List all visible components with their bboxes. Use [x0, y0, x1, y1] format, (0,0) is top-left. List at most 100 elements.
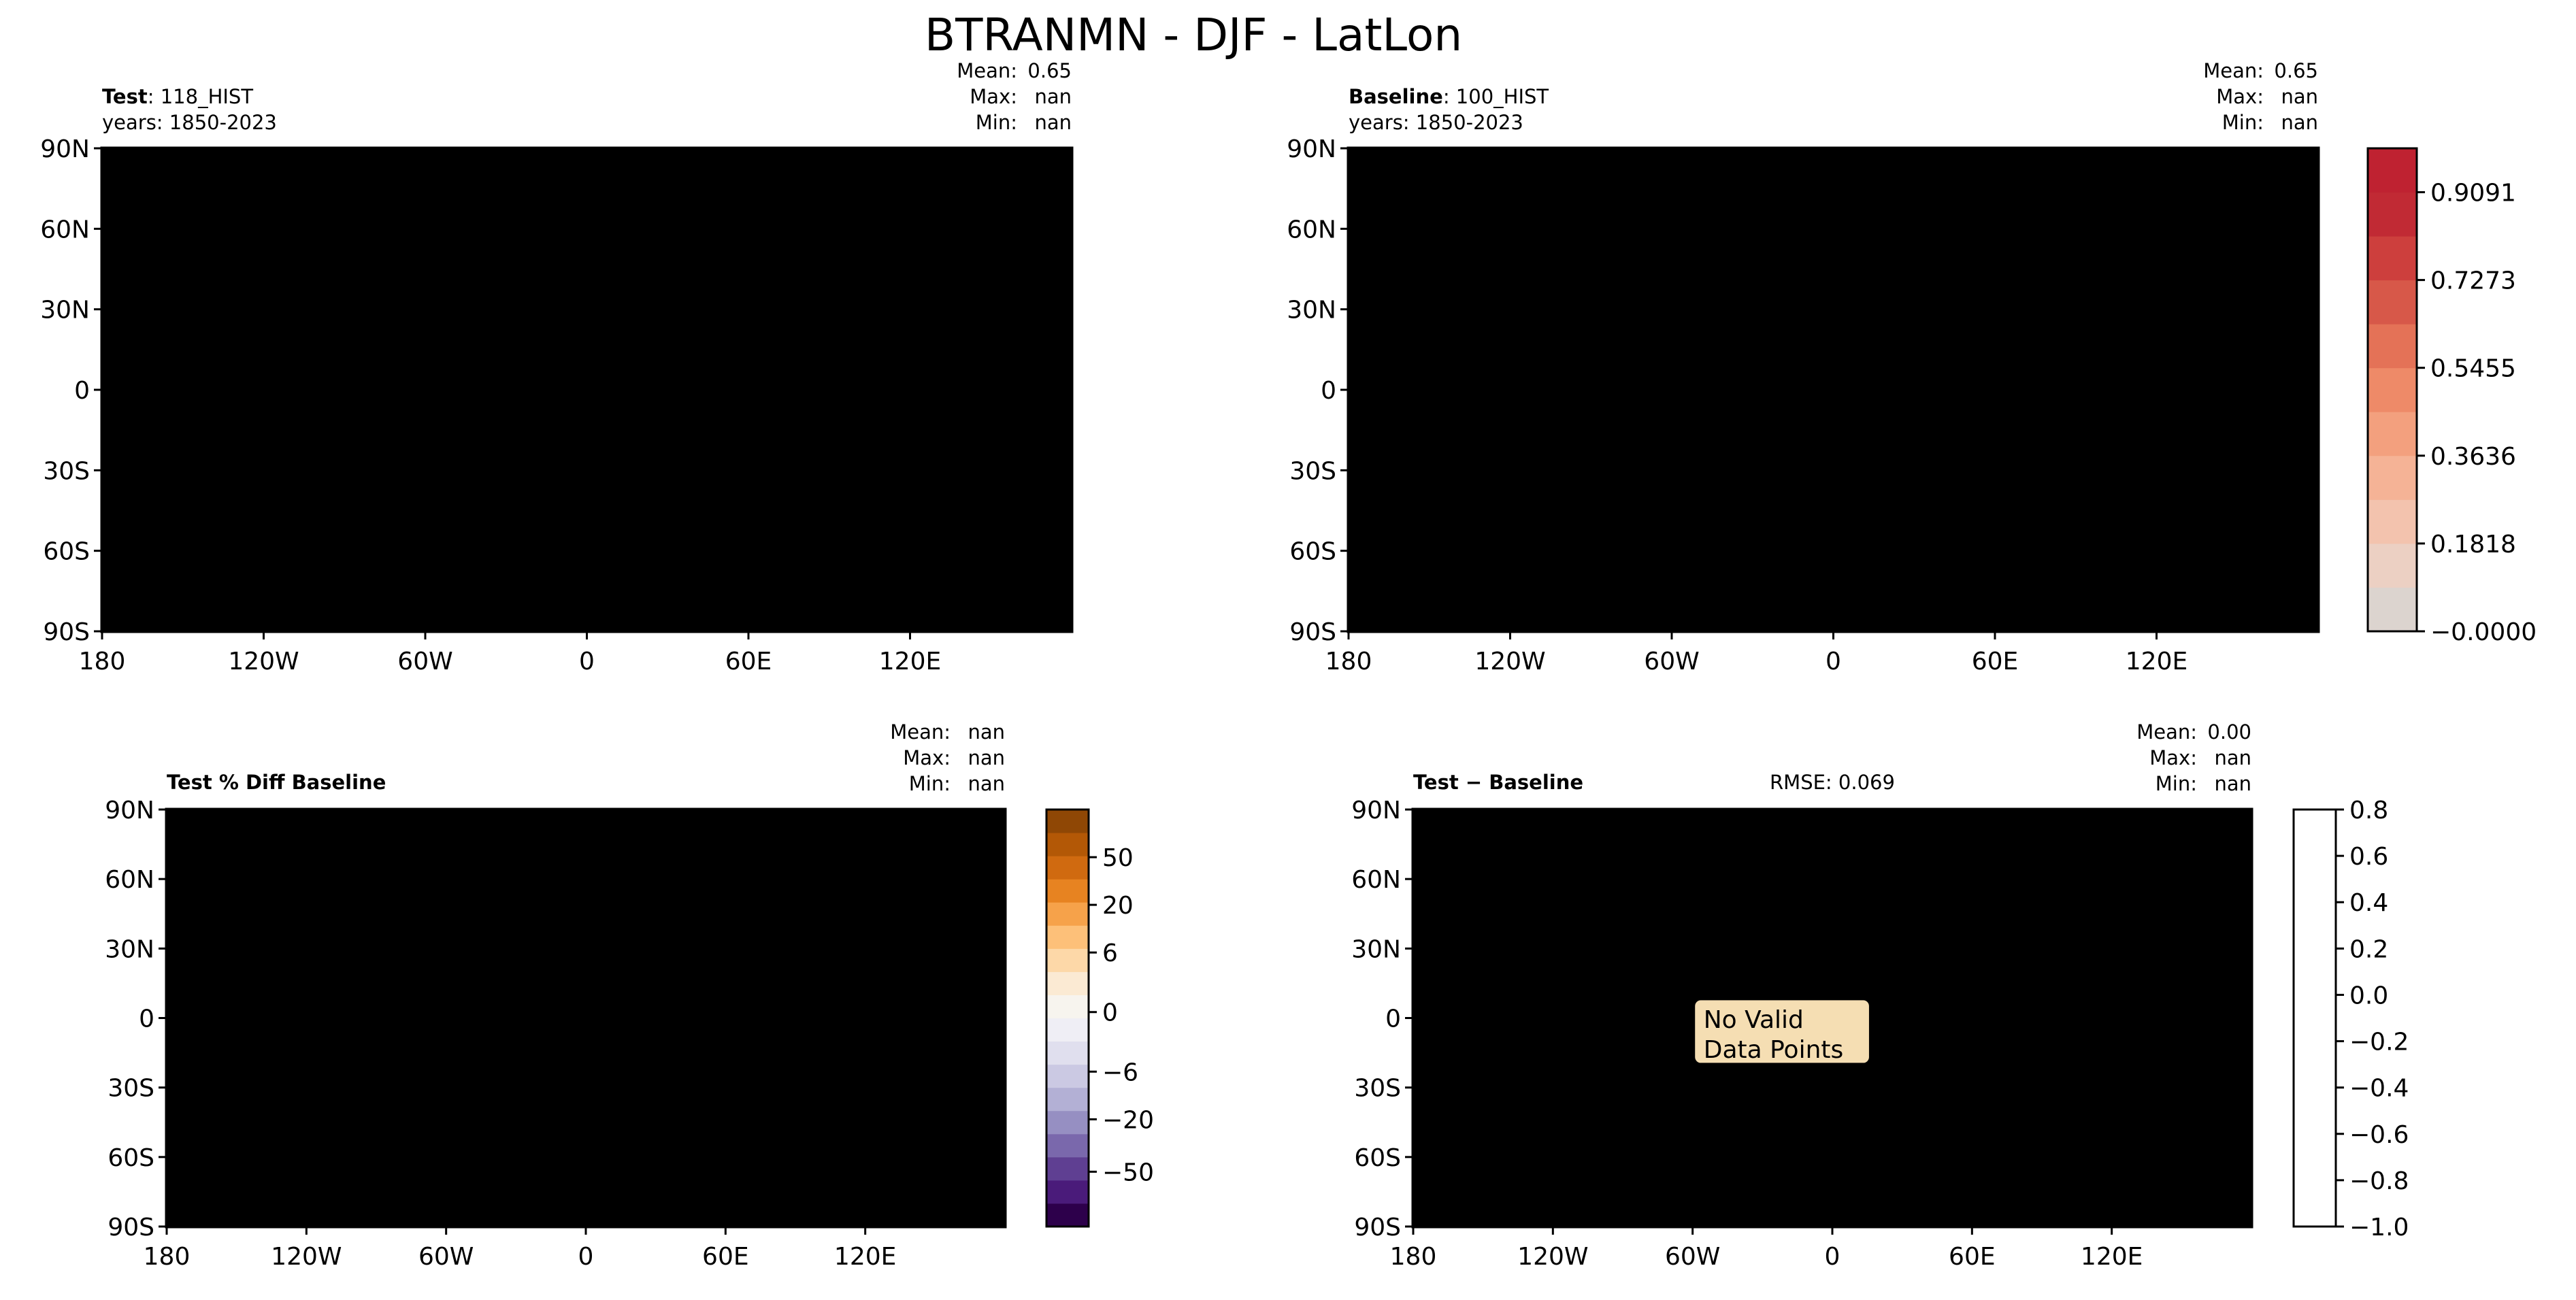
lon-tick-label: 0 — [1825, 1243, 1840, 1271]
colorbar-tick-label: −50 — [1102, 1159, 1154, 1186]
lat-tick-label: 30S — [43, 457, 90, 485]
rmse-label: RMSE: 0.069 — [1770, 771, 1895, 794]
lat-tick-label: 90N — [1287, 135, 1336, 163]
diff-panel-labels: Test − Baseline RMSE: 0.069 Mean: 0.00 Max: n… — [1413, 720, 2251, 1065]
lon-tick-label: 120W — [1517, 1243, 1588, 1271]
colorbar-tick-label: 0.7273 — [2430, 267, 2516, 295]
lat-tick-label: 30N — [105, 935, 154, 963]
colorbar-segment — [2368, 455, 2417, 500]
no-data-line2: Data Points — [1704, 1036, 1844, 1064]
colorbar-pctdiff: 50 20 6 0 −6 −20 −50 — [1045, 808, 1154, 1228]
colorbar-tick-label: 0 — [1102, 999, 1118, 1027]
stat-value: nan — [2214, 772, 2251, 795]
colorbar-tick-label: −20 — [1102, 1106, 1154, 1134]
panel-years: years: 1850-2023 — [1349, 111, 1523, 134]
colorbar-segment — [1046, 833, 1089, 856]
colorbar-segment — [2368, 412, 2417, 456]
colorbar-tick-label: 20 — [1102, 892, 1134, 920]
colorbar-segment — [1046, 1156, 1089, 1181]
colorbar-segment — [1046, 925, 1089, 949]
lon-tick-label: 120W — [228, 648, 299, 676]
lat-tick-label: 0 — [1321, 377, 1336, 405]
colorbar-segment — [1046, 1018, 1089, 1042]
lon-tick-label: 180 — [1390, 1243, 1437, 1271]
lon-tick-label: 120W — [1474, 648, 1545, 676]
stat-label: Min: — [976, 111, 1017, 134]
lat-tick-label: 30S — [108, 1075, 154, 1103]
stat-label: Max: — [970, 85, 1017, 108]
colorbar-segment — [1046, 902, 1089, 926]
lat-tick-label: 60N — [40, 216, 90, 244]
colorbar-segment — [2368, 236, 2417, 281]
colorbar-segment — [2368, 499, 2417, 544]
colorbar-segment — [1046, 1133, 1089, 1158]
lat-tick-label: 60N — [105, 866, 154, 894]
lon-tick-label: 120E — [2126, 648, 2187, 676]
stat-label: Mean: — [890, 720, 951, 744]
colorbar-tick-label: 0.2 — [2349, 935, 2388, 963]
lat-tick-label: 90N — [105, 797, 154, 824]
lat-tick-label: 30N — [1351, 935, 1401, 963]
colorbar-tick-label: 0.5455 — [2430, 355, 2516, 383]
stat-value: nan — [968, 746, 1005, 769]
stat-label: Min: — [2222, 111, 2264, 134]
colorbar-tick-label: 0.1818 — [2430, 531, 2516, 559]
panel-case-label: Baseline: 100_HIST — [1349, 85, 1549, 108]
colorbar-segment — [1046, 948, 1089, 972]
lon-tick-label: 180 — [1325, 648, 1372, 676]
lat-tick-label: 60S — [108, 1144, 154, 1172]
colorbar-tick-label: −0.6 — [2349, 1121, 2409, 1149]
no-data-badge — [1693, 998, 1871, 1065]
stat-value: nan — [1034, 85, 1072, 108]
lon-tick-label: 60W — [1665, 1243, 1720, 1271]
coastlines — [102, 158, 1072, 631]
lat-tick-label: 0 — [1385, 1005, 1401, 1033]
lat-tick-label: 60N — [1351, 866, 1401, 894]
lon-tick-label: 0 — [1826, 648, 1841, 676]
stat-label: Mean: — [957, 59, 1017, 82]
colorbar-segment — [2368, 324, 2417, 369]
lon-tick-label: 0 — [578, 1243, 594, 1271]
no-data-line1: No Valid — [1704, 1006, 1804, 1034]
colorbar-segment — [1046, 879, 1089, 903]
figure-title: BTRANMN - DJF - LatLon — [925, 9, 1462, 61]
stat-label: Mean: — [2136, 720, 2197, 744]
colorbar-tick-label: −0.4 — [2349, 1075, 2409, 1103]
lon-tick-label: 60W — [397, 648, 452, 676]
colorbar-tick-label: 50 — [1102, 844, 1134, 872]
colorbar-segment — [2368, 148, 2417, 193]
colorbar-tick-label: 0.8 — [2349, 797, 2388, 824]
colorbar-tick-label: 0.3636 — [2430, 443, 2516, 471]
colorbar-segment — [2368, 543, 2417, 588]
stat-value: nan — [2281, 85, 2318, 108]
panel-case-label: Test % Diff Baseline — [167, 771, 386, 794]
stat-value: nan — [1034, 111, 1072, 134]
colorbar-frame — [2292, 808, 2337, 1228]
lat-tick-label: 60N — [1287, 216, 1336, 244]
lon-tick-label: 60E — [1972, 648, 2019, 676]
stat-value: 0.00 — [2207, 720, 2251, 744]
lat-tick-label: 30N — [1287, 297, 1336, 324]
colorbar-segment — [2368, 587, 2417, 632]
colorbar-segment — [1046, 1110, 1089, 1135]
colorbar-tick-label: 0.0 — [2349, 982, 2388, 1010]
lat-tick-label: 90S — [1354, 1214, 1401, 1241]
lon-tick-label: 180 — [144, 1243, 191, 1271]
colorbar-segment — [1046, 810, 1089, 833]
stat-value: nan — [968, 720, 1005, 744]
stat-value: nan — [2214, 746, 2251, 769]
colorbar-tick-label: 0.6 — [2349, 843, 2388, 871]
lon-tick-label: 60E — [725, 648, 772, 676]
colorbar-segment — [1046, 1041, 1089, 1065]
colorbar-diff: 0.8 0.6 0.4 0.2 0.0 −0.2 −0.4 −0.6 −0.8 −1.0 — [2292, 797, 2409, 1241]
colorbar-frame — [2366, 147, 2418, 633]
lat-tick-label: 60S — [1289, 538, 1336, 566]
colorbar-tick-label: 6 — [1102, 939, 1118, 967]
colorbar-tick-label: −6 — [1102, 1059, 1138, 1086]
panel-case-label: Test: 118_HIST — [102, 85, 253, 108]
colorbar-segment — [1046, 1087, 1089, 1112]
colorbar-segment — [2368, 192, 2417, 237]
